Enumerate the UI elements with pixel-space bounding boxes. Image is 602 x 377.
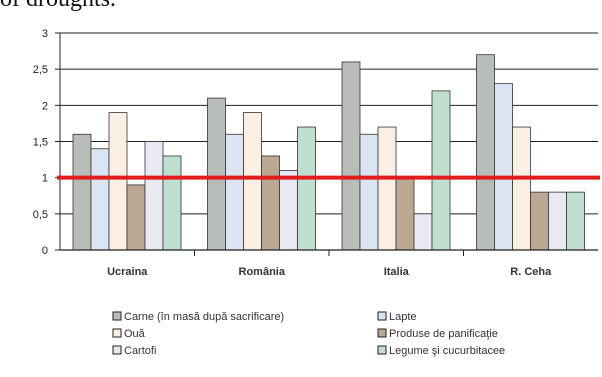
bar [530,191,549,251]
legend-label: Carne (în masă după sacrificare) [124,311,284,323]
bar [413,213,433,251]
bar [243,112,262,251]
bar [279,170,298,251]
legend-swatch [377,311,387,321]
bar [72,133,92,251]
y-tick-label: 1 [42,173,48,185]
bar [108,112,128,251]
bar [395,177,415,251]
x-axis-labels: Ucraina România Italia R. Ceha [107,266,552,278]
legend-label: Cartofi [124,345,156,357]
x-tick-label: R. Ceha [510,266,552,278]
bar [548,191,567,251]
x-axis [60,249,598,256]
bar [494,83,513,251]
bar [225,133,244,251]
bar [261,155,280,251]
bar [359,133,379,251]
y-tick-label: 2 [42,100,48,112]
bar [341,61,361,251]
legend-swatch [112,328,122,338]
legend: Carne (în masă după sacrificare) Lapte Ouă… [112,311,505,357]
bar [90,148,110,251]
y-tick-label: 1,5 [33,137,48,149]
bar [512,126,531,251]
y-tick-label: 2,5 [33,64,48,76]
bar [207,97,226,251]
y-tick-label: 0 [42,245,48,257]
legend-swatch [377,328,387,338]
x-tick-label: România [239,266,286,278]
page-text-fragment: of droughts. [0,0,116,13]
y-axis-ticks: 0 0,5 1 1,5 2 2,5 3 [33,28,61,257]
bar [126,184,146,251]
bar [566,191,585,251]
legend-label: Ouă [124,328,146,340]
bar [476,54,495,251]
bar [297,126,316,251]
bar [144,141,164,251]
legend-swatch [112,311,122,321]
x-tick-label: Ucraina [107,266,148,278]
bars [72,54,585,251]
bar [162,155,182,251]
bar [377,126,397,251]
bar [431,90,451,251]
legend-label: Produse de panificaţie [389,328,498,340]
y-tick-label: 3 [42,28,48,40]
legend-swatch [112,345,122,355]
legend-label: Legume şi cucurbitacee [389,345,505,357]
y-tick-label: 0,5 [33,209,48,221]
legend-swatch [377,345,387,355]
x-tick-label: Italia [384,266,410,278]
legend-label: Lapte [389,311,417,323]
